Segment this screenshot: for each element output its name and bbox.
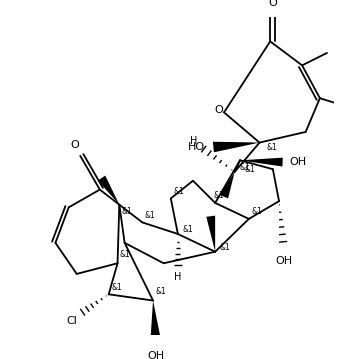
Text: HO: HO xyxy=(187,142,205,152)
Text: &1: &1 xyxy=(213,191,224,200)
Text: &1: &1 xyxy=(219,243,230,252)
Text: Cl: Cl xyxy=(66,316,77,326)
Text: O: O xyxy=(268,0,277,8)
Polygon shape xyxy=(98,176,119,205)
Text: OH: OH xyxy=(147,351,164,359)
Text: &1: &1 xyxy=(156,287,166,296)
Text: &1: &1 xyxy=(119,250,130,259)
Text: &1: &1 xyxy=(173,187,184,196)
Polygon shape xyxy=(206,216,215,252)
Text: &1: &1 xyxy=(111,283,122,292)
Polygon shape xyxy=(220,172,235,199)
Text: O: O xyxy=(70,140,79,150)
Text: &1: &1 xyxy=(239,163,250,172)
Text: &1: &1 xyxy=(267,143,278,151)
Text: &1: &1 xyxy=(144,211,155,220)
Text: &1: &1 xyxy=(252,207,262,216)
Polygon shape xyxy=(213,142,259,152)
Text: &1: &1 xyxy=(245,165,255,174)
Polygon shape xyxy=(150,300,161,341)
Text: OH: OH xyxy=(275,256,292,266)
Polygon shape xyxy=(240,158,283,167)
Text: H: H xyxy=(190,136,198,146)
Text: &1: &1 xyxy=(182,225,193,234)
Text: &1: &1 xyxy=(121,207,132,216)
Text: O: O xyxy=(214,105,223,115)
Text: H: H xyxy=(174,271,182,281)
Text: OH: OH xyxy=(290,157,307,167)
